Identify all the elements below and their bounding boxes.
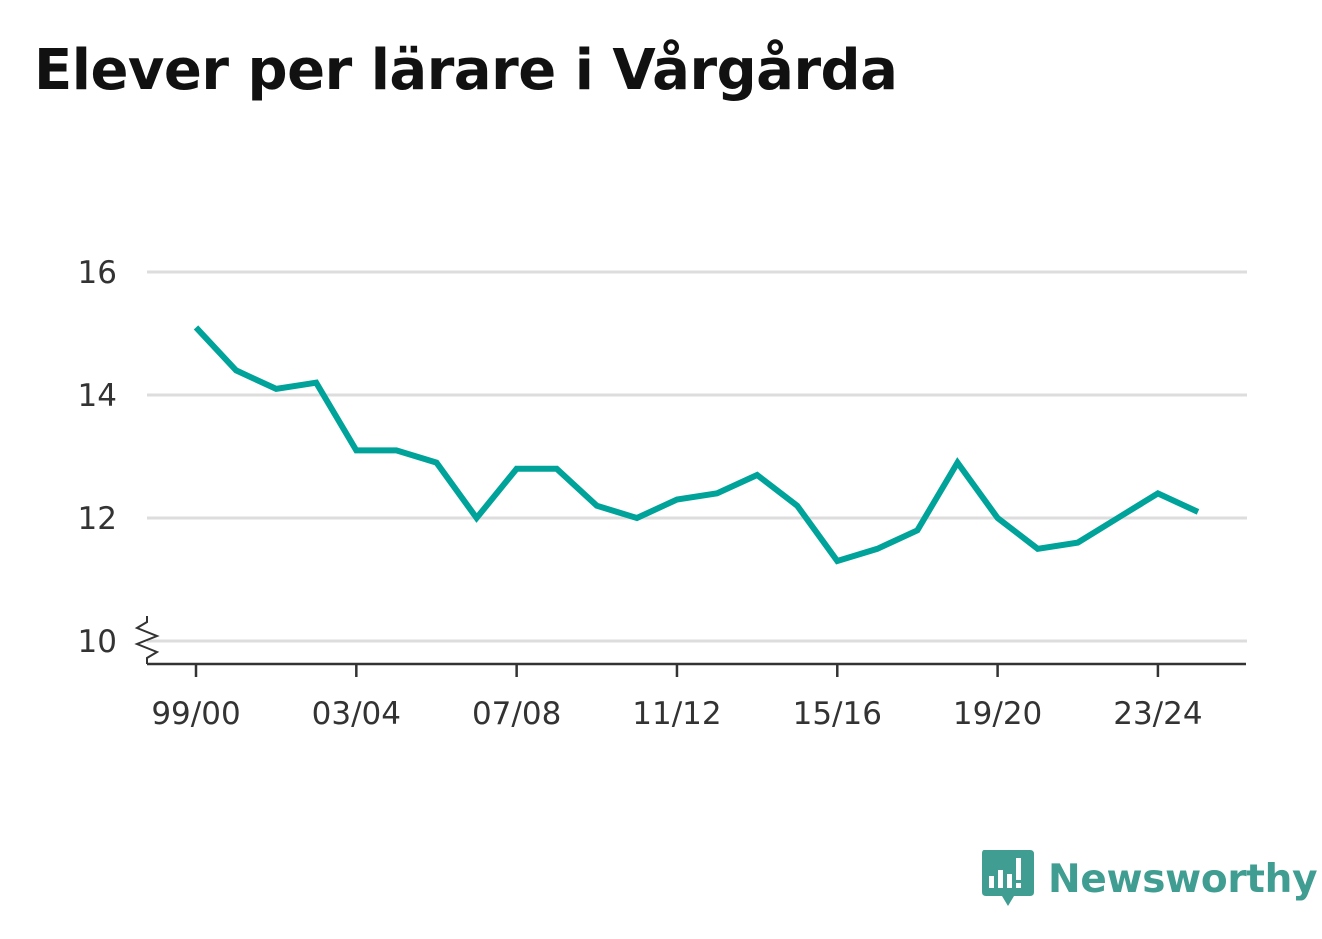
data-point-17-18 <box>914 527 920 533</box>
data-point-11-12 <box>674 497 680 503</box>
data-point-03-04 <box>353 447 359 453</box>
axes <box>134 616 1246 677</box>
data-point-21-22 <box>1075 540 1081 546</box>
data-point-05-06 <box>433 460 439 466</box>
data-point-22-23 <box>1115 515 1121 521</box>
data-point-08-09 <box>554 466 560 472</box>
tick-labels: 10 12 14 16 99/00 03/04 07/08 11/12 15/16 19/20 23… <box>78 255 1203 732</box>
x-tick-label-07-08: 07/08 <box>472 696 561 732</box>
grid-lines <box>147 270 1247 643</box>
chart-title: Elever per lärare i Vårgårda <box>34 38 898 103</box>
y-tick-label-10: 10 <box>78 624 117 660</box>
series-layer <box>193 324 1201 565</box>
x-tick-label-99-00: 99/00 <box>151 696 240 732</box>
data-point-16-17 <box>874 546 880 552</box>
data-point-14-15 <box>794 503 800 509</box>
x-tick-label-11-12: 11/12 <box>632 696 721 732</box>
data-point-06-07 <box>474 515 480 521</box>
data-point-04-05 <box>393 447 399 453</box>
brand-logo: Newsworthy <box>980 848 1318 910</box>
data-point-02-03 <box>313 380 319 386</box>
brand-name: Newsworthy <box>1048 856 1318 902</box>
data-point-12-13 <box>714 490 720 496</box>
y-axis-break <box>134 616 160 664</box>
data-point-19-20 <box>995 515 1001 521</box>
data-point-13-14 <box>754 472 760 478</box>
data-point-23-24 <box>1155 490 1161 496</box>
data-point-20-21 <box>1035 546 1041 552</box>
x-tick-label-03-04: 03/04 <box>312 696 401 732</box>
newsworthy-logo-icon <box>982 850 1034 906</box>
data-point-24-25 <box>1195 509 1201 515</box>
data-point-09-10 <box>594 503 600 509</box>
data-point-00-01 <box>233 367 239 373</box>
data-point-07-08 <box>514 466 520 472</box>
y-tick-label-12: 12 <box>78 501 117 537</box>
y-tick-label-16: 16 <box>78 255 117 291</box>
data-point-15-16 <box>834 558 840 564</box>
x-tick-label-19-20: 19/20 <box>953 696 1042 732</box>
x-tick-label-23-24: 23/24 <box>1113 696 1202 732</box>
data-point-99-00 <box>193 324 199 330</box>
data-point-18-19 <box>955 460 961 466</box>
series-line-0 <box>193 325 1200 565</box>
data-point-01-02 <box>273 386 279 392</box>
data-point-10-11 <box>634 515 640 521</box>
y-tick-label-14: 14 <box>78 378 117 414</box>
x-tick-label-15-16: 15/16 <box>793 696 882 732</box>
